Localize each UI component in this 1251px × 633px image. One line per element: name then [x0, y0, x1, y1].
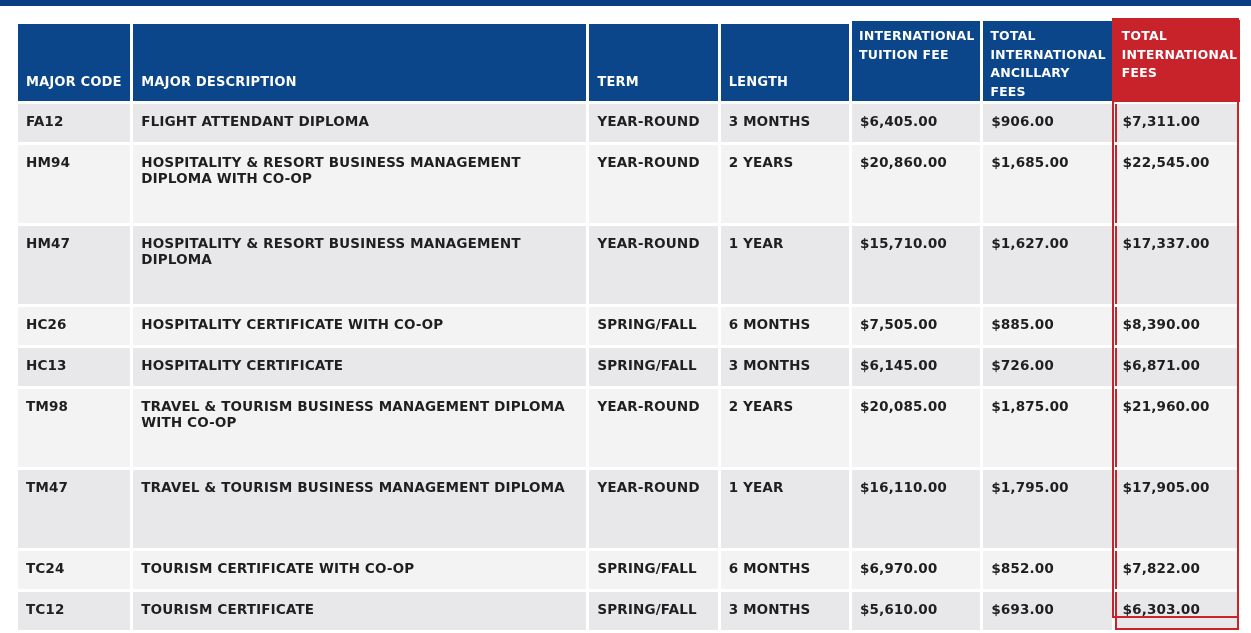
- table-row: FA12 FLIGHT ATTENDANT DIPLOMA YEAR-ROUND…: [18, 104, 1239, 142]
- ancillary-cell: $1,875.00: [983, 389, 1112, 467]
- col-header-tuition: INTERNATIONAL TUITION FEE: [852, 21, 981, 101]
- table-row: TM47 TRAVEL & TOURISM BUSINESS MANAGEMEN…: [18, 470, 1239, 548]
- major-description-cell: TOURISM CERTIFICATE WITH CO-OP: [133, 551, 587, 589]
- tuition-cell: $6,405.00: [852, 104, 981, 142]
- term-cell: SPRING/FALL: [589, 592, 718, 630]
- term-cell: SPRING/FALL: [589, 551, 718, 589]
- tuition-cell: $20,860.00: [852, 145, 981, 223]
- major-description-cell: TRAVEL & TOURISM BUSINESS MANAGEMENT DIP…: [133, 470, 587, 548]
- col-header-ancillary: TOTAL INTERNATIONAL ANCILLARY FEES: [983, 21, 1112, 101]
- tuition-cell: $7,505.00: [852, 307, 981, 345]
- ancillary-cell: $885.00: [983, 307, 1112, 345]
- term-cell: YEAR-ROUND: [589, 226, 718, 304]
- ancillary-cell: $1,795.00: [983, 470, 1112, 548]
- tuition-cell: $6,145.00: [852, 348, 981, 386]
- major-description-cell: HOSPITALITY CERTIFICATE: [133, 348, 587, 386]
- major-code-cell: HM47: [18, 226, 131, 304]
- term-cell: YEAR-ROUND: [589, 389, 718, 467]
- top-brand-bar: [0, 0, 1251, 6]
- total-cell: $7,822.00: [1114, 551, 1239, 589]
- length-cell: 6 MONTHS: [720, 551, 850, 589]
- major-code-cell: TM98: [18, 389, 131, 467]
- tuition-cell: $16,110.00: [852, 470, 981, 548]
- major-code-cell: TC12: [18, 592, 131, 630]
- total-cell: $6,303.00: [1114, 592, 1239, 630]
- ancillary-cell: $906.00: [983, 104, 1112, 142]
- major-code-cell: TM47: [18, 470, 131, 548]
- term-cell: YEAR-ROUND: [589, 145, 718, 223]
- fees-table: INTERNATIONAL TUITION FEE TOTAL INTERNAT…: [15, 18, 1242, 633]
- major-description-cell: FLIGHT ATTENDANT DIPLOMA: [133, 104, 587, 142]
- length-cell: 6 MONTHS: [720, 307, 850, 345]
- col-header-total: TOTAL INTERNATIONAL FEES: [1114, 21, 1239, 101]
- col-header-term: TERM: [589, 24, 718, 101]
- tuition-cell: $5,610.00: [852, 592, 981, 630]
- total-cell: $21,960.00: [1114, 389, 1239, 467]
- length-cell: 3 MONTHS: [720, 592, 850, 630]
- major-code-cell: TC24: [18, 551, 131, 589]
- length-cell: 3 MONTHS: [720, 348, 850, 386]
- length-cell: 2 YEARS: [720, 145, 850, 223]
- table-row: HM47 HOSPITALITY & RESORT BUSINESS MANAG…: [18, 226, 1239, 304]
- ancillary-cell: $1,685.00: [983, 145, 1112, 223]
- col-header-major-code: MAJOR CODE: [18, 24, 131, 101]
- total-cell: $6,871.00: [1114, 348, 1239, 386]
- ancillary-cell: $1,627.00: [983, 226, 1112, 304]
- table-row: HM94 HOSPITALITY & RESORT BUSINESS MANAG…: [18, 145, 1239, 223]
- table-row: TC12 TOURISM CERTIFICATE SPRING/FALL 3 M…: [18, 592, 1239, 630]
- major-code-cell: HC13: [18, 348, 131, 386]
- major-description-cell: HOSPITALITY & RESORT BUSINESS MANAGEMENT…: [133, 145, 587, 223]
- term-cell: YEAR-ROUND: [589, 104, 718, 142]
- ancillary-cell: $852.00: [983, 551, 1112, 589]
- length-cell: 1 YEAR: [720, 226, 850, 304]
- major-code-cell: HC26: [18, 307, 131, 345]
- tuition-cell: $15,710.00: [852, 226, 981, 304]
- table-row: TM98 TRAVEL & TOURISM BUSINESS MANAGEMEN…: [18, 389, 1239, 467]
- table-row: HC13 HOSPITALITY CERTIFICATE SPRING/FALL…: [18, 348, 1239, 386]
- major-code-cell: HM94: [18, 145, 131, 223]
- term-cell: SPRING/FALL: [589, 348, 718, 386]
- ancillary-cell: $693.00: [983, 592, 1112, 630]
- term-cell: SPRING/FALL: [589, 307, 718, 345]
- total-cell: $17,337.00: [1114, 226, 1239, 304]
- term-cell: YEAR-ROUND: [589, 470, 718, 548]
- table-row: TC24 TOURISM CERTIFICATE WITH CO-OP SPRI…: [18, 551, 1239, 589]
- ancillary-cell: $726.00: [983, 348, 1112, 386]
- total-cell: $17,905.00: [1114, 470, 1239, 548]
- col-header-length: LENGTH: [720, 24, 850, 101]
- length-cell: 3 MONTHS: [720, 104, 850, 142]
- tuition-cell: $20,085.00: [852, 389, 981, 467]
- major-description-cell: TRAVEL & TOURISM BUSINESS MANAGEMENT DIP…: [133, 389, 587, 467]
- major-description-cell: HOSPITALITY & RESORT BUSINESS MANAGEMENT…: [133, 226, 587, 304]
- table-row: HC26 HOSPITALITY CERTIFICATE WITH CO-OP …: [18, 307, 1239, 345]
- total-cell: $7,311.00: [1114, 104, 1239, 142]
- major-description-cell: HOSPITALITY CERTIFICATE WITH CO-OP: [133, 307, 587, 345]
- tuition-cell: $6,970.00: [852, 551, 981, 589]
- length-cell: 1 YEAR: [720, 470, 850, 548]
- total-cell: $22,545.00: [1114, 145, 1239, 223]
- major-code-cell: FA12: [18, 104, 131, 142]
- col-header-major-description: MAJOR DESCRIPTION: [133, 24, 587, 101]
- header-row-main: MAJOR CODE MAJOR DESCRIPTION TERM LENGTH: [18, 24, 1239, 101]
- length-cell: 2 YEARS: [720, 389, 850, 467]
- total-cell: $8,390.00: [1114, 307, 1239, 345]
- major-description-cell: TOURISM CERTIFICATE: [133, 592, 587, 630]
